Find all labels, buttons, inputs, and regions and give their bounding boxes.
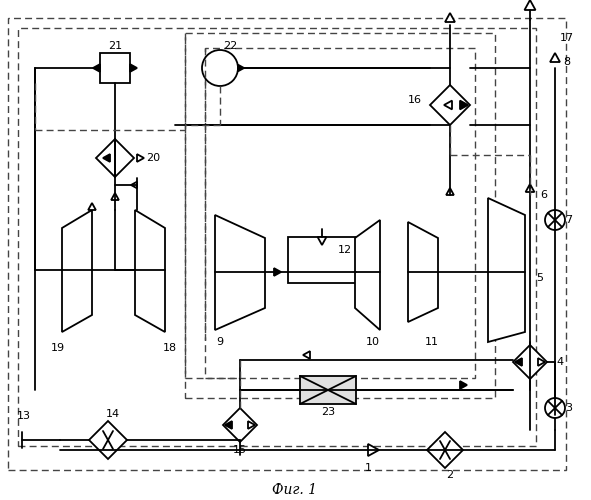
Text: 21: 21 — [108, 41, 122, 51]
Circle shape — [545, 210, 565, 230]
Polygon shape — [550, 53, 560, 62]
Text: 12: 12 — [338, 245, 352, 255]
Polygon shape — [355, 220, 380, 330]
Text: 18: 18 — [163, 343, 177, 353]
Polygon shape — [93, 64, 100, 72]
Text: 14: 14 — [106, 409, 120, 419]
Text: 11: 11 — [425, 337, 439, 347]
Polygon shape — [88, 203, 96, 210]
Polygon shape — [444, 100, 452, 110]
Polygon shape — [408, 222, 438, 322]
Polygon shape — [62, 210, 92, 332]
Bar — [18, 28, 536, 446]
Bar — [288, 237, 356, 283]
Polygon shape — [130, 64, 137, 72]
Text: 9: 9 — [216, 337, 223, 347]
Text: 4: 4 — [557, 357, 564, 367]
Polygon shape — [137, 154, 144, 162]
Polygon shape — [446, 188, 454, 195]
Polygon shape — [135, 210, 165, 332]
Text: 16: 16 — [408, 95, 422, 105]
Polygon shape — [303, 351, 310, 359]
Bar — [300, 376, 356, 404]
Polygon shape — [524, 0, 535, 10]
Polygon shape — [131, 182, 137, 188]
Text: 20: 20 — [146, 153, 160, 163]
Bar — [205, 48, 475, 378]
Text: 13: 13 — [17, 411, 31, 421]
Polygon shape — [513, 345, 547, 379]
Text: 17: 17 — [560, 33, 574, 43]
Polygon shape — [223, 408, 257, 442]
Text: 8: 8 — [563, 57, 570, 67]
Polygon shape — [525, 184, 534, 192]
Polygon shape — [427, 432, 463, 468]
Text: 3: 3 — [566, 403, 573, 413]
Text: 15: 15 — [233, 445, 247, 455]
Polygon shape — [368, 444, 379, 456]
Polygon shape — [111, 193, 119, 200]
Text: 22: 22 — [223, 41, 237, 51]
Polygon shape — [96, 139, 134, 177]
Polygon shape — [460, 381, 467, 389]
Polygon shape — [515, 358, 522, 366]
Text: 19: 19 — [51, 343, 65, 353]
Text: 1: 1 — [365, 463, 372, 473]
Polygon shape — [538, 358, 545, 366]
Text: 5: 5 — [537, 273, 544, 283]
Bar — [185, 33, 495, 398]
Polygon shape — [430, 85, 470, 125]
Text: Фиг. 1: Фиг. 1 — [272, 483, 317, 497]
Polygon shape — [225, 421, 232, 429]
Polygon shape — [103, 154, 110, 162]
Text: 2: 2 — [446, 470, 453, 480]
Text: 7: 7 — [566, 215, 573, 225]
Polygon shape — [89, 421, 127, 459]
Circle shape — [202, 50, 238, 86]
Text: 6: 6 — [541, 190, 547, 200]
Circle shape — [545, 398, 565, 418]
Polygon shape — [238, 64, 244, 71]
Polygon shape — [274, 268, 281, 276]
Bar — [100, 53, 130, 83]
Polygon shape — [215, 215, 265, 330]
Text: 10: 10 — [366, 337, 380, 347]
Text: 23: 23 — [321, 407, 335, 417]
Polygon shape — [248, 421, 255, 429]
Polygon shape — [460, 100, 468, 110]
Polygon shape — [445, 13, 455, 22]
Polygon shape — [488, 198, 525, 342]
Polygon shape — [317, 237, 326, 245]
